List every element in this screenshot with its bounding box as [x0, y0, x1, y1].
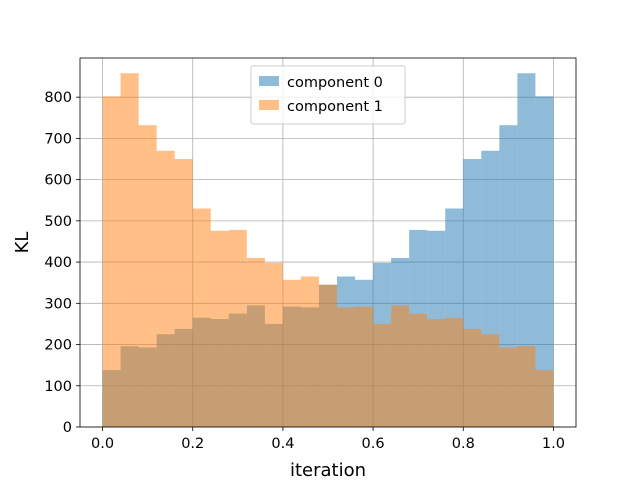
legend: component 0 component 1	[250, 65, 406, 125]
bar-series1-bin5	[192, 208, 211, 427]
bar-series1-bin11	[300, 276, 319, 427]
x-tick-label-1: 0.2	[181, 436, 204, 452]
bar-series1-bin21	[481, 334, 500, 427]
x-tick-label-2: 0.4	[271, 436, 294, 452]
bar-series1-bin3	[156, 150, 175, 427]
bar-series1-bin8	[246, 257, 265, 427]
bar-series1-bin2	[138, 125, 157, 427]
legend-swatch-0	[259, 76, 279, 86]
y-tick-label-8: 800	[44, 90, 72, 106]
legend-box	[250, 65, 406, 125]
bar-series1-bin4	[174, 159, 193, 427]
series-1	[102, 73, 554, 427]
x-tick-label-4: 0.8	[452, 436, 475, 452]
y-axis-label: KL	[12, 232, 33, 254]
bar-series0-bin23	[517, 73, 536, 427]
x-tick-label-5: 1.0	[542, 436, 565, 452]
x-axis-label: iteration	[290, 460, 366, 480]
bar-series1-bin24	[535, 370, 554, 427]
bar-series1-bin15	[373, 323, 392, 427]
bar-series1-bin10	[282, 279, 301, 427]
bar-series1-bin14	[355, 306, 374, 427]
bar-series1-bin7	[228, 229, 247, 427]
x-tick-label-3: 0.6	[362, 436, 385, 452]
y-tick-label-4: 400	[44, 255, 72, 271]
bar-series1-bin16	[391, 305, 410, 427]
bar-series1-bin22	[499, 347, 518, 427]
bar-series1-bin13	[337, 307, 356, 427]
bar-series1-bin23	[517, 346, 536, 427]
bar-series1-bin18	[427, 318, 446, 427]
x-tick-label-0: 0.0	[91, 436, 114, 452]
y-tick-label-7: 700	[44, 131, 72, 147]
y-tick-label-6: 600	[44, 173, 72, 189]
bar-series1-bin12	[318, 284, 338, 427]
y-tick-label-1: 100	[44, 379, 72, 395]
bar-series1-bin1	[120, 73, 139, 427]
bar-series1-bin6	[210, 230, 229, 427]
legend-label-1: component 1	[287, 99, 383, 115]
y-tick-label-3: 300	[44, 296, 72, 312]
y-tick-label-2: 200	[44, 338, 72, 354]
y-tick-label-0: 0	[63, 420, 72, 436]
bar-series1-bin17	[409, 313, 428, 427]
bar-series1-bin20	[463, 328, 482, 427]
plot-frame	[79, 57, 577, 428]
x-axis-ticks: 0.0 0.2 0.4 0.6 0.8 1.0	[91, 427, 565, 452]
bar-series0-bin24	[535, 96, 554, 427]
y-tick-label-5: 500	[44, 214, 72, 230]
histogram-bars	[102, 73, 554, 427]
y-axis-ticks: 0 100 200 300 400 500 600 700 800	[44, 90, 80, 436]
legend-swatch-1	[259, 100, 279, 110]
legend-label-0: component 0	[287, 75, 383, 91]
bar-series1-bin9	[264, 262, 283, 427]
bar-series1-bin19	[445, 317, 464, 427]
bar-series1-bin0	[102, 96, 121, 427]
